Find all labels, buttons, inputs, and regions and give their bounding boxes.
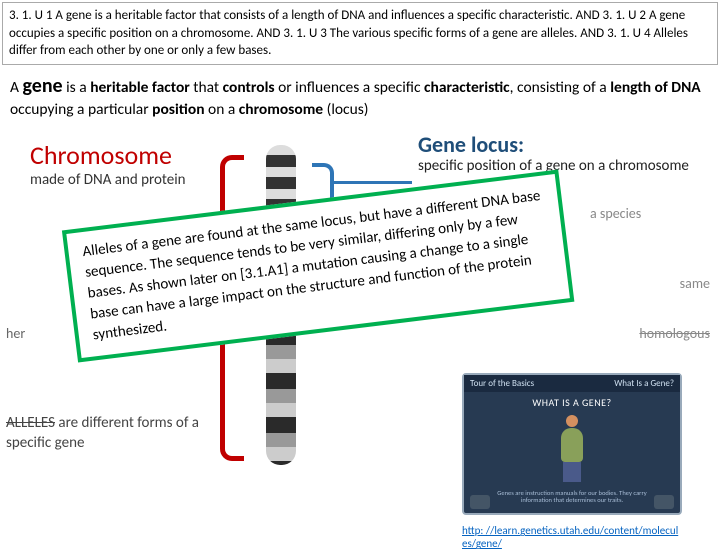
def-t2: that [190,78,223,97]
def-t7: (locus) [323,100,368,119]
curriculum-header: 3. 1. U 1 A gene is a heritable factor t… [2,2,718,65]
thumbnail-nav [464,495,680,509]
person-head [566,415,578,427]
her-text: her [6,325,25,342]
def-controls: controls [223,78,275,97]
alleles-note-box: Alleles of a gene are found at the same … [62,169,574,362]
def-gene-word: gene [22,74,62,98]
homologous-text: homologous [639,325,710,342]
def-chromosome: chromosome [239,100,323,119]
def-prefix: A [10,78,22,97]
def-t3: or influences a specific [275,78,424,97]
diagram-area: Chromosome made of DNA and protein Gene … [0,125,720,555]
chromosome-sublabel: made of DNA and protein [30,171,186,189]
def-characteristic: characteristic [424,78,510,97]
thumb-what-label: What Is a Gene? [614,378,674,389]
def-position: position [152,100,204,119]
same-text: same [680,275,710,292]
def-t5: occupying a particular [10,100,152,119]
def-t1: is a [63,78,91,97]
alleles-strike: ALLELES [6,414,55,432]
blue-bracket-pointer [332,181,412,184]
person-legs [563,462,581,482]
next-button[interactable] [654,495,674,509]
video-thumbnail[interactable]: Tour of the Basics What Is a Gene? WHAT … [462,373,682,515]
def-heritable: heritable factor [90,78,190,97]
source-link[interactable]: http: //learn.genetics.utah.edu/content/… [462,524,682,550]
prev-button[interactable] [470,495,490,509]
gene-locus-label: Gene locus: [418,131,524,158]
alleles-text: ALLELES are different forms of a specifi… [6,413,206,454]
chromosome-label: Chromosome [30,139,172,171]
thumbnail-title: WHAT IS A GENE? [464,392,680,411]
def-t4: , consisting of a [510,78,611,97]
person-torso [561,428,583,462]
thumbnail-header: Tour of the Basics What Is a Gene? [464,375,680,392]
person-icon [561,415,583,482]
thumbnail-body: Genes are instruction manuals for our bo… [464,411,680,506]
species-text: a species [590,205,710,222]
def-dna: length of DNA [610,78,700,97]
gene-definition: A gene is a heritable factor that contro… [0,67,720,125]
def-t6: on a [205,100,239,119]
thumb-tour-label: Tour of the Basics [470,378,534,389]
